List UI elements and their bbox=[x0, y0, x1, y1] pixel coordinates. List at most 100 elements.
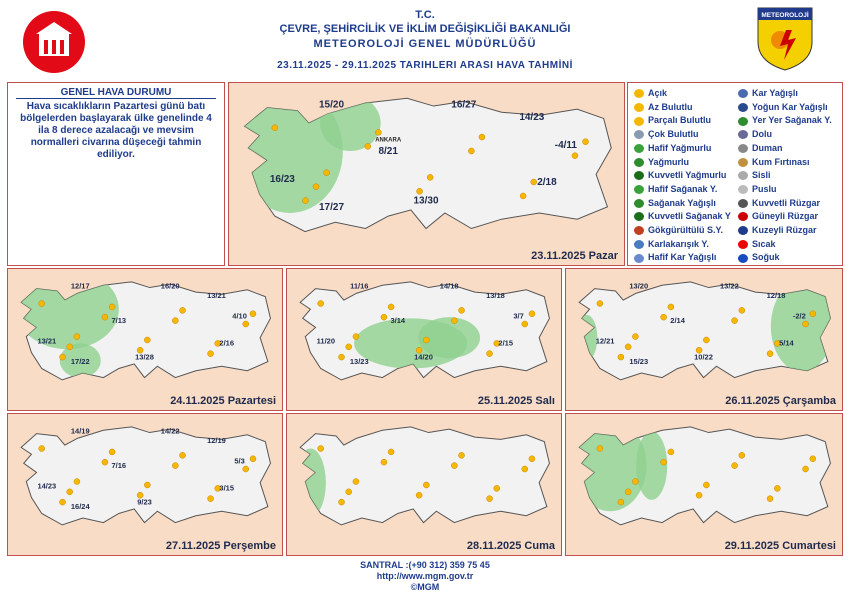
weather-icon bbox=[731, 462, 738, 469]
weather-area bbox=[21, 281, 119, 350]
ministry: ÇEVRE, ŞEHİRCİLİK VE İKLİM DEĞİŞİKLİĞİ B… bbox=[279, 23, 571, 35]
regions bbox=[244, 98, 381, 213]
legend-icon bbox=[738, 143, 748, 153]
weather-icon bbox=[345, 343, 352, 351]
legend-label: Kuvvetli Yağmurlu bbox=[648, 170, 727, 181]
legend-label: Sıcak bbox=[752, 238, 776, 249]
weather-icon bbox=[667, 303, 675, 311]
summary-title: GENEL HAVA DURUMU bbox=[16, 87, 216, 99]
turkey-map bbox=[299, 426, 550, 526]
legend-icon bbox=[738, 157, 748, 167]
weather-icon bbox=[478, 133, 486, 141]
weather-icon bbox=[426, 174, 434, 181]
temperature: 5/3 bbox=[234, 456, 244, 465]
turkey-map bbox=[578, 426, 831, 526]
weather-icon bbox=[73, 478, 81, 485]
temperature: 17/27 bbox=[319, 202, 344, 213]
temperature: 12/18 bbox=[767, 291, 786, 300]
legend-item: Hafif Sağanak Y. bbox=[634, 183, 717, 196]
weather-icon bbox=[521, 465, 529, 473]
weather-icon bbox=[66, 343, 73, 351]
weather-icon bbox=[596, 445, 604, 452]
weather-icon bbox=[101, 313, 109, 321]
weather-icon bbox=[172, 317, 179, 324]
weather-icon bbox=[179, 307, 186, 314]
temperature: 9/23 bbox=[137, 497, 152, 506]
legend-item: Kuzeyli Rüzgar bbox=[738, 224, 817, 237]
country bbox=[299, 426, 550, 526]
weather-icon bbox=[38, 300, 45, 307]
weather-area bbox=[59, 343, 101, 378]
weather-icon bbox=[214, 340, 221, 347]
weather-icon bbox=[323, 169, 330, 176]
turkey-map: 11/16 14/18 13/18 3/14 3/7 11/20 2/15 13/23 14/2… bbox=[299, 281, 550, 381]
temperature: 13/30 bbox=[413, 196, 438, 207]
map-panel: 11/16 14/18 13/18 3/14 3/7 11/20 2/15 13/23 14/2… bbox=[286, 268, 562, 411]
weather-icon bbox=[249, 455, 257, 463]
weather-icon bbox=[582, 138, 589, 145]
weather-icon bbox=[271, 124, 279, 131]
weather-icon bbox=[214, 485, 221, 492]
map-panel: 28.11.2025 Cuma bbox=[286, 413, 562, 556]
legend-icon bbox=[634, 226, 644, 236]
weather-icon bbox=[468, 147, 475, 155]
weather-icon bbox=[451, 317, 458, 324]
weather-icon bbox=[242, 465, 250, 473]
legend-label: Hafif Kar Yağışlı bbox=[648, 252, 717, 263]
temperature: 3/7 bbox=[513, 311, 523, 320]
temperature: 16/24 bbox=[71, 502, 91, 511]
weather-icon bbox=[766, 495, 774, 502]
weather-icon bbox=[617, 498, 625, 506]
weather-icon bbox=[521, 320, 529, 328]
map-panel: ANKARA 15/20 16/27 14/23 8/21 -4/11 16/23 2/18 1… bbox=[228, 82, 625, 266]
legend-label: Sisli bbox=[752, 170, 771, 181]
temperature: 16/27 bbox=[451, 100, 476, 111]
weather-icon bbox=[519, 192, 527, 200]
weather-icon bbox=[312, 183, 320, 190]
weather-icon bbox=[703, 336, 710, 344]
regions bbox=[300, 448, 326, 517]
map-panel: 29.11.2025 Cumartesi bbox=[565, 413, 843, 556]
weather-icon bbox=[179, 452, 186, 459]
legend-label: Parçalı Bulutlu bbox=[648, 115, 712, 126]
legend-icon bbox=[634, 239, 644, 249]
map-date: 27.11.2025 Perşembe bbox=[165, 540, 276, 552]
map-panel: 13/20 13/22 12/18 2/14 -2/2 12/21 5/14 15/23 10/… bbox=[565, 268, 843, 411]
temperature: 11/16 bbox=[350, 282, 368, 291]
legend-item: Yağmurlu bbox=[634, 156, 689, 169]
legend-item: Kuvvetli Sağanak Y bbox=[634, 210, 731, 223]
legend-item: Karlakarışık Y. bbox=[634, 238, 709, 251]
temperature: 13/22 bbox=[720, 282, 739, 291]
weather-icon bbox=[345, 488, 352, 496]
weather-icon bbox=[338, 498, 345, 506]
temperature: 12/17 bbox=[71, 282, 90, 291]
weather-icon bbox=[624, 488, 632, 496]
weather-icon bbox=[809, 455, 817, 463]
org: T.C. bbox=[415, 9, 435, 21]
legend-label: Yoğun Kar Yağışlı bbox=[752, 101, 828, 112]
temperature: 5/14 bbox=[779, 339, 794, 348]
temperature: -2/2 bbox=[793, 311, 806, 320]
legend-item: Güneyli Rüzgar bbox=[738, 210, 818, 223]
weather-icon bbox=[364, 143, 372, 150]
legend-item: Gökgürültülü S.Y. bbox=[634, 224, 723, 237]
city-label: ANKARA bbox=[375, 138, 402, 144]
legend-label: Kuvvetli Sağanak Y bbox=[648, 211, 731, 222]
temperature: 13/21 bbox=[207, 291, 226, 300]
legend-label: Gökgürültülü S.Y. bbox=[648, 225, 724, 235]
map-date: 28.11.2025 Cuma bbox=[466, 540, 555, 552]
temperature: 8/21 bbox=[378, 146, 398, 157]
weather-icon bbox=[144, 336, 151, 344]
legend: Açık Az Bulutlu Parçalı Bulutlu Çok Bulutlu… bbox=[627, 82, 843, 266]
legend-item: Açık bbox=[634, 87, 667, 100]
temperature: 15/20 bbox=[319, 100, 344, 111]
legend-item: Sıcak bbox=[738, 238, 776, 251]
legend-item: Dolu bbox=[738, 128, 772, 141]
legend-label: Sağanak Yağışlı bbox=[648, 197, 716, 208]
weather-icon bbox=[172, 462, 179, 469]
temperature: 4/10 bbox=[232, 311, 247, 320]
website: http://www.mgm.gov.tr bbox=[376, 571, 474, 581]
temperature: 2/15 bbox=[498, 339, 513, 348]
weather-icon bbox=[695, 491, 703, 499]
weather-icon bbox=[317, 445, 324, 452]
